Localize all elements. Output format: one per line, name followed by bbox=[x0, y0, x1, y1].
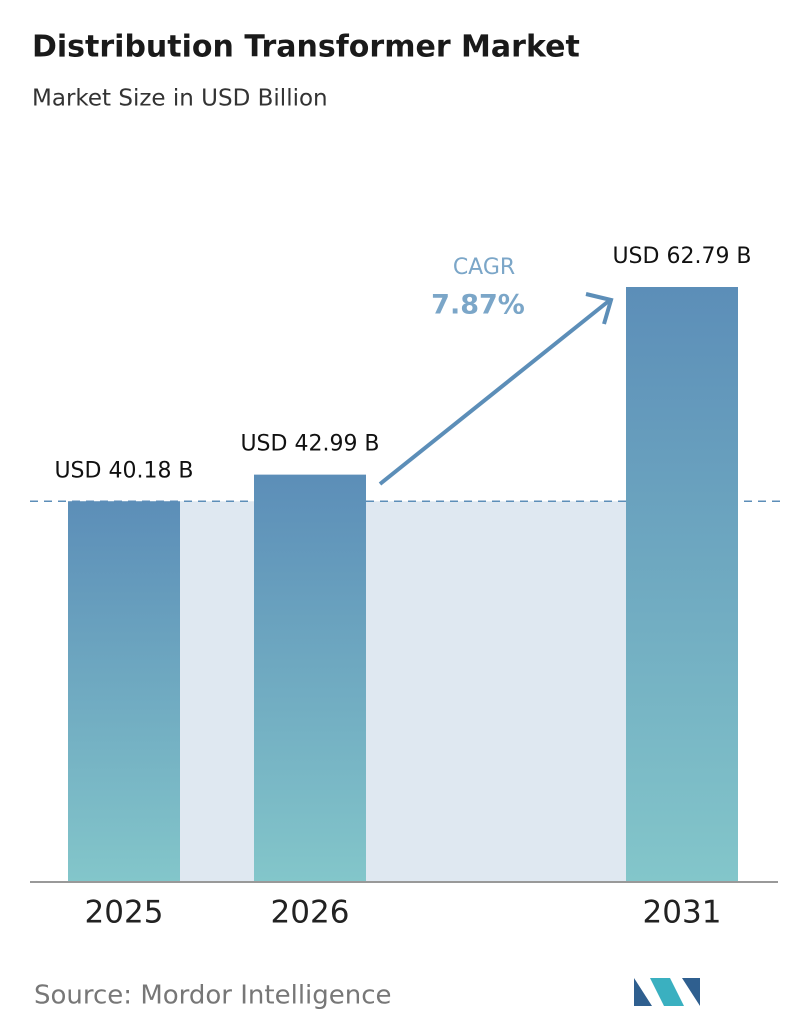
bar bbox=[254, 474, 366, 882]
chart-subtitle: Market Size in USD Billion bbox=[32, 86, 328, 112]
x-tick-label: 2025 bbox=[85, 895, 164, 931]
source: Source: Mordor Intelligence bbox=[34, 981, 392, 1011]
value-label: USD 40.18 B bbox=[54, 458, 193, 483]
bar bbox=[626, 287, 738, 882]
x-tick-label: 2031 bbox=[643, 895, 722, 931]
cagr-label: CAGR bbox=[453, 255, 515, 280]
x-tick-label: 2026 bbox=[271, 895, 350, 931]
bar bbox=[68, 501, 180, 882]
logo bbox=[634, 978, 700, 1006]
chart-title: Distribution Transformer Market bbox=[32, 30, 580, 65]
plot: USD 40.18 B 2025 USD 42.99 B 2026 USD 62.79 … bbox=[30, 244, 780, 931]
value-label: USD 62.79 B bbox=[612, 244, 751, 269]
cagr-arrow bbox=[378, 298, 612, 486]
value-label: USD 42.99 B bbox=[240, 432, 379, 457]
cagr-value: 7.87% bbox=[431, 290, 525, 321]
cagr-arrowhead bbox=[585, 292, 614, 325]
